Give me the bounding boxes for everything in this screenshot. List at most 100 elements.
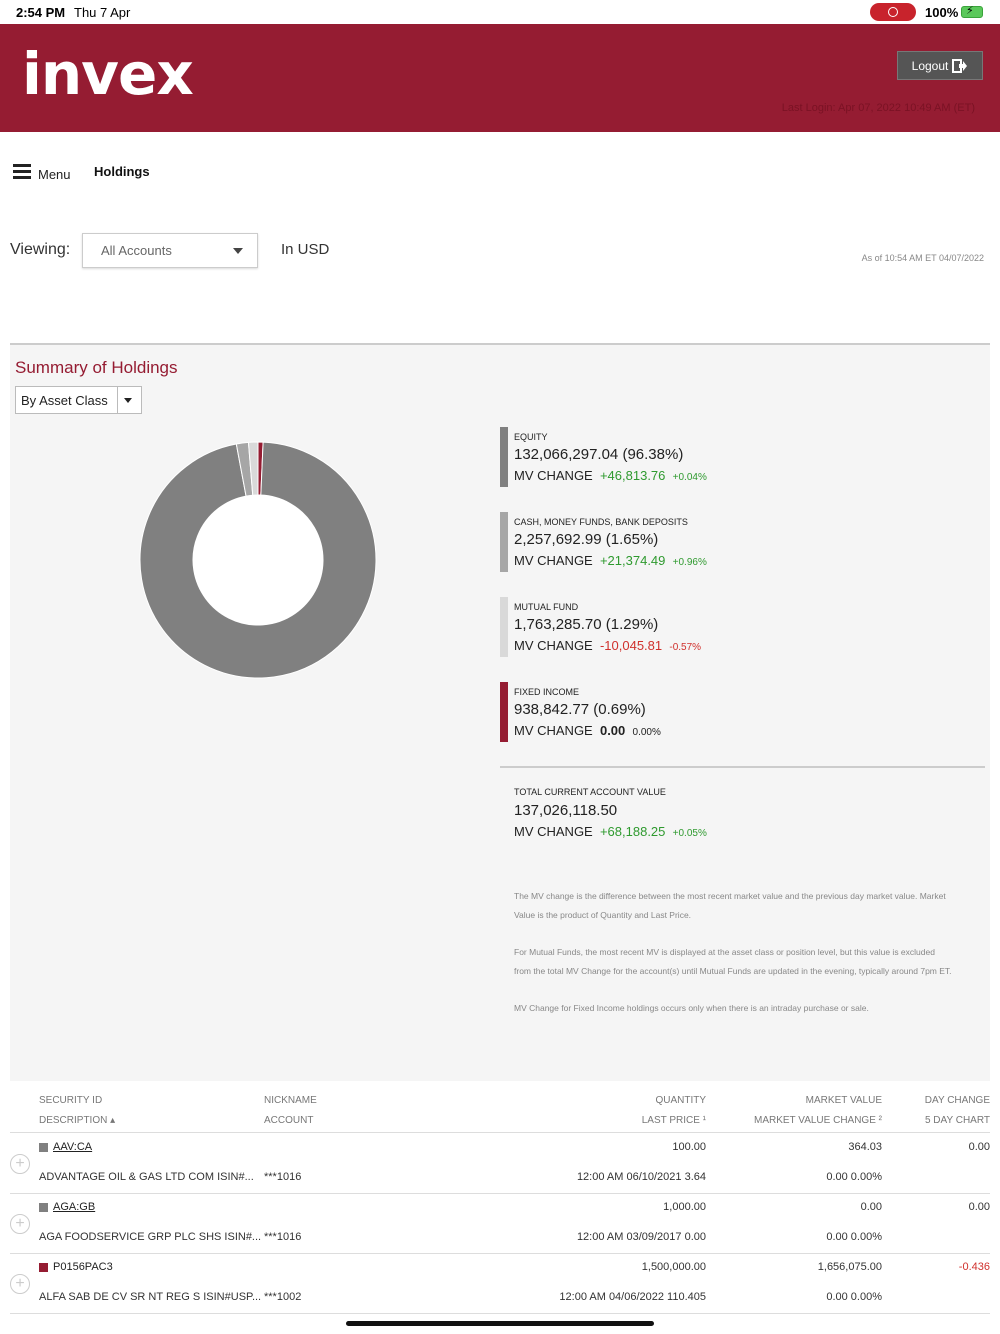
market-value: 1,656,075.00 <box>817 1261 882 1273</box>
expand-plus-icon[interactable]: + <box>10 1154 30 1174</box>
app-header: invex Logout Last Login: Apr 07, 2022 10… <box>0 24 1000 132</box>
asset-color-bar <box>500 427 508 487</box>
asset-color-bar <box>500 597 508 657</box>
asset-equity[interactable]: EQUITY 132,066,297.04 (96.38%) MV CHANGE… <box>500 427 900 487</box>
last-login-text: Last Login: Apr 07, 2022 10:49 AM (ET) <box>781 102 975 114</box>
asset-name: CASH, MONEY FUNDS, BANK DEPOSITS <box>514 517 688 527</box>
account-select-value: All Accounts <box>101 243 172 258</box>
security-id-link[interactable]: AAV:CA <box>53 1141 93 1153</box>
asset-mv-change: MV CHANGE 0.00 0.00% <box>514 723 661 738</box>
caret-down-icon <box>124 398 132 403</box>
col-account[interactable]: ACCOUNT <box>264 1115 314 1126</box>
market-value-change: 0.00 0.00% <box>826 1291 882 1303</box>
asset-mutual-fund[interactable]: MUTUAL FUND 1,763,285.70 (1.29%) MV CHAN… <box>500 597 900 657</box>
status-time: 2:54 PM <box>16 5 66 20</box>
last-price: 12:00 AM 06/10/2021 3.64 <box>576 1171 706 1183</box>
col-five-day-chart[interactable]: 5 DAY CHART <box>924 1115 990 1126</box>
logout-label: Logout <box>911 58 949 73</box>
holdings-table-header: SECURITY ID DESCRIPTION ▴ NICKNAME ACCOU… <box>10 1091 990 1133</box>
asset-mv-change: MV CHANGE +46,813.76 +0.04% <box>514 468 707 483</box>
quantity: 1,000.00 <box>663 1201 706 1213</box>
col-mv-change[interactable]: MARKET VALUE CHANGE ² <box>754 1115 882 1126</box>
asset-class-swatch <box>39 1203 48 1212</box>
expand-plus-icon[interactable]: + <box>10 1214 30 1234</box>
asset-color-bar <box>500 512 508 572</box>
day-change: 0.00 <box>968 1201 990 1213</box>
asset-value: 132,066,297.04 (96.38%) <box>514 446 684 463</box>
status-date: Thu 7 Apr <box>74 5 131 20</box>
caret-down-icon <box>233 248 243 254</box>
asset-class-swatch <box>39 1143 48 1152</box>
quantity: 1,500,000.00 <box>641 1261 706 1273</box>
market-value-change: 0.00 0.00% <box>826 1231 882 1243</box>
battery-charging-icon <box>961 4 983 18</box>
asset-cash[interactable]: CASH, MONEY FUNDS, BANK DEPOSITS 2,257,6… <box>500 512 900 572</box>
invex-logo[interactable]: invex <box>22 40 194 108</box>
asset-name: FIXED INCOME <box>514 687 580 697</box>
security-description: AGA FOODSERVICE GRP PLC SHS ISIN#... <box>39 1231 262 1243</box>
note-text: The MV change is the difference between … <box>514 891 946 920</box>
logout-button[interactable]: Logout <box>897 51 983 80</box>
expand-plus-icon[interactable]: + <box>10 1274 30 1294</box>
day-change: -0.436 <box>958 1261 990 1273</box>
as-of-timestamp: As of 10:54 AM ET 04/07/2022 <box>861 253 984 263</box>
battery-percent: 100% <box>925 5 959 20</box>
group-by-select[interactable]: By Asset Class <box>15 386 142 414</box>
note-text: MV Change for Fixed Income holdings occu… <box>514 1003 869 1013</box>
screen-record-icon[interactable] <box>870 3 916 21</box>
asset-value: 938,842.77 (0.69%) <box>514 701 646 718</box>
account-number: ***1016 <box>264 1231 302 1243</box>
asset-value: 2,257,692.99 (1.65%) <box>514 531 659 548</box>
disclaimer-notes: The MV change is the difference between … <box>514 887 954 1036</box>
hamburger-menu-icon[interactable] <box>13 164 31 179</box>
col-description[interactable]: DESCRIPTION ▴ <box>39 1115 116 1126</box>
asset-value: 1,763,285.70 (1.29%) <box>514 616 659 633</box>
account-number: ***1016 <box>264 1171 302 1183</box>
table-row[interactable]: + AAV:CA ADVANTAGE OIL & GAS LTD COM ISI… <box>10 1134 990 1194</box>
donut-hole <box>193 495 323 625</box>
total-value: 137,026,118.50 <box>514 802 618 819</box>
viewing-label: Viewing: <box>10 241 71 258</box>
col-market-value[interactable]: MARKET VALUE <box>805 1095 882 1106</box>
col-last-price[interactable]: LAST PRICE ¹ <box>641 1115 706 1126</box>
security-id-link[interactable]: AGA:GB <box>53 1201 96 1213</box>
asset-mv-change: MV CHANGE +21,374.49 +0.96% <box>514 553 707 568</box>
table-row[interactable]: + AGA:GB AGA FOODSERVICE GRP PLC SHS ISI… <box>10 1194 990 1254</box>
market-value: 0.00 <box>860 1201 882 1213</box>
summary-panel: Summary of Holdings By Asset Class EQUIT… <box>10 343 990 1081</box>
security-description: ALFA SAB DE CV SR NT REG S ISIN#USP... <box>39 1291 262 1303</box>
security-description: ADVANTAGE OIL & GAS LTD COM ISIN#... <box>39 1171 254 1183</box>
group-by-value: By Asset Class <box>21 393 108 408</box>
asset-color-bar <box>500 682 508 742</box>
last-price: 12:00 AM 04/06/2022 110.405 <box>559 1291 706 1303</box>
account-select[interactable]: All Accounts <box>82 233 258 268</box>
asset-name: EQUITY <box>514 432 548 442</box>
asset-mv-change: MV CHANGE -10,045.81 -0.57% <box>514 638 702 653</box>
col-nickname[interactable]: NICKNAME <box>264 1095 317 1106</box>
status-bar: 2:54 PM Thu 7 Apr 100% <box>0 0 1000 24</box>
total-mv-change: MV CHANGE +68,188.25 +0.05% <box>514 824 707 839</box>
note-text: For Mutual Funds, the most recent MV is … <box>514 947 952 976</box>
day-change: 0.00 <box>968 1141 990 1153</box>
table-row[interactable]: + P0156PAC3 ALFA SAB DE CV SR NT REG S I… <box>10 1254 990 1314</box>
logout-icon <box>952 58 968 73</box>
top-nav: Menu Holdings <box>0 160 1000 190</box>
home-indicator[interactable] <box>346 1321 654 1326</box>
col-security-id[interactable]: SECURITY ID <box>39 1095 103 1106</box>
col-day-change[interactable]: DAY CHANGE <box>924 1095 990 1106</box>
last-price: 12:00 AM 03/09/2017 0.00 <box>576 1231 706 1243</box>
summary-title: Summary of Holdings <box>15 358 178 377</box>
page-title: Holdings <box>94 164 150 179</box>
divider <box>500 766 985 768</box>
col-quantity[interactable]: QUANTITY <box>655 1095 706 1106</box>
security-id[interactable]: P0156PAC3 <box>53 1261 113 1273</box>
asset-fixed-income[interactable]: FIXED INCOME 938,842.77 (0.69%) MV CHANG… <box>500 682 900 742</box>
quantity: 100.00 <box>672 1141 706 1153</box>
asset-donut-chart <box>139 441 377 679</box>
market-value-change: 0.00 0.00% <box>826 1171 882 1183</box>
asset-class-swatch <box>39 1263 48 1272</box>
asset-name: MUTUAL FUND <box>514 602 579 612</box>
menu-button[interactable]: Menu <box>38 167 71 182</box>
currency-label: In USD <box>281 241 330 258</box>
market-value: 364.03 <box>848 1141 882 1153</box>
